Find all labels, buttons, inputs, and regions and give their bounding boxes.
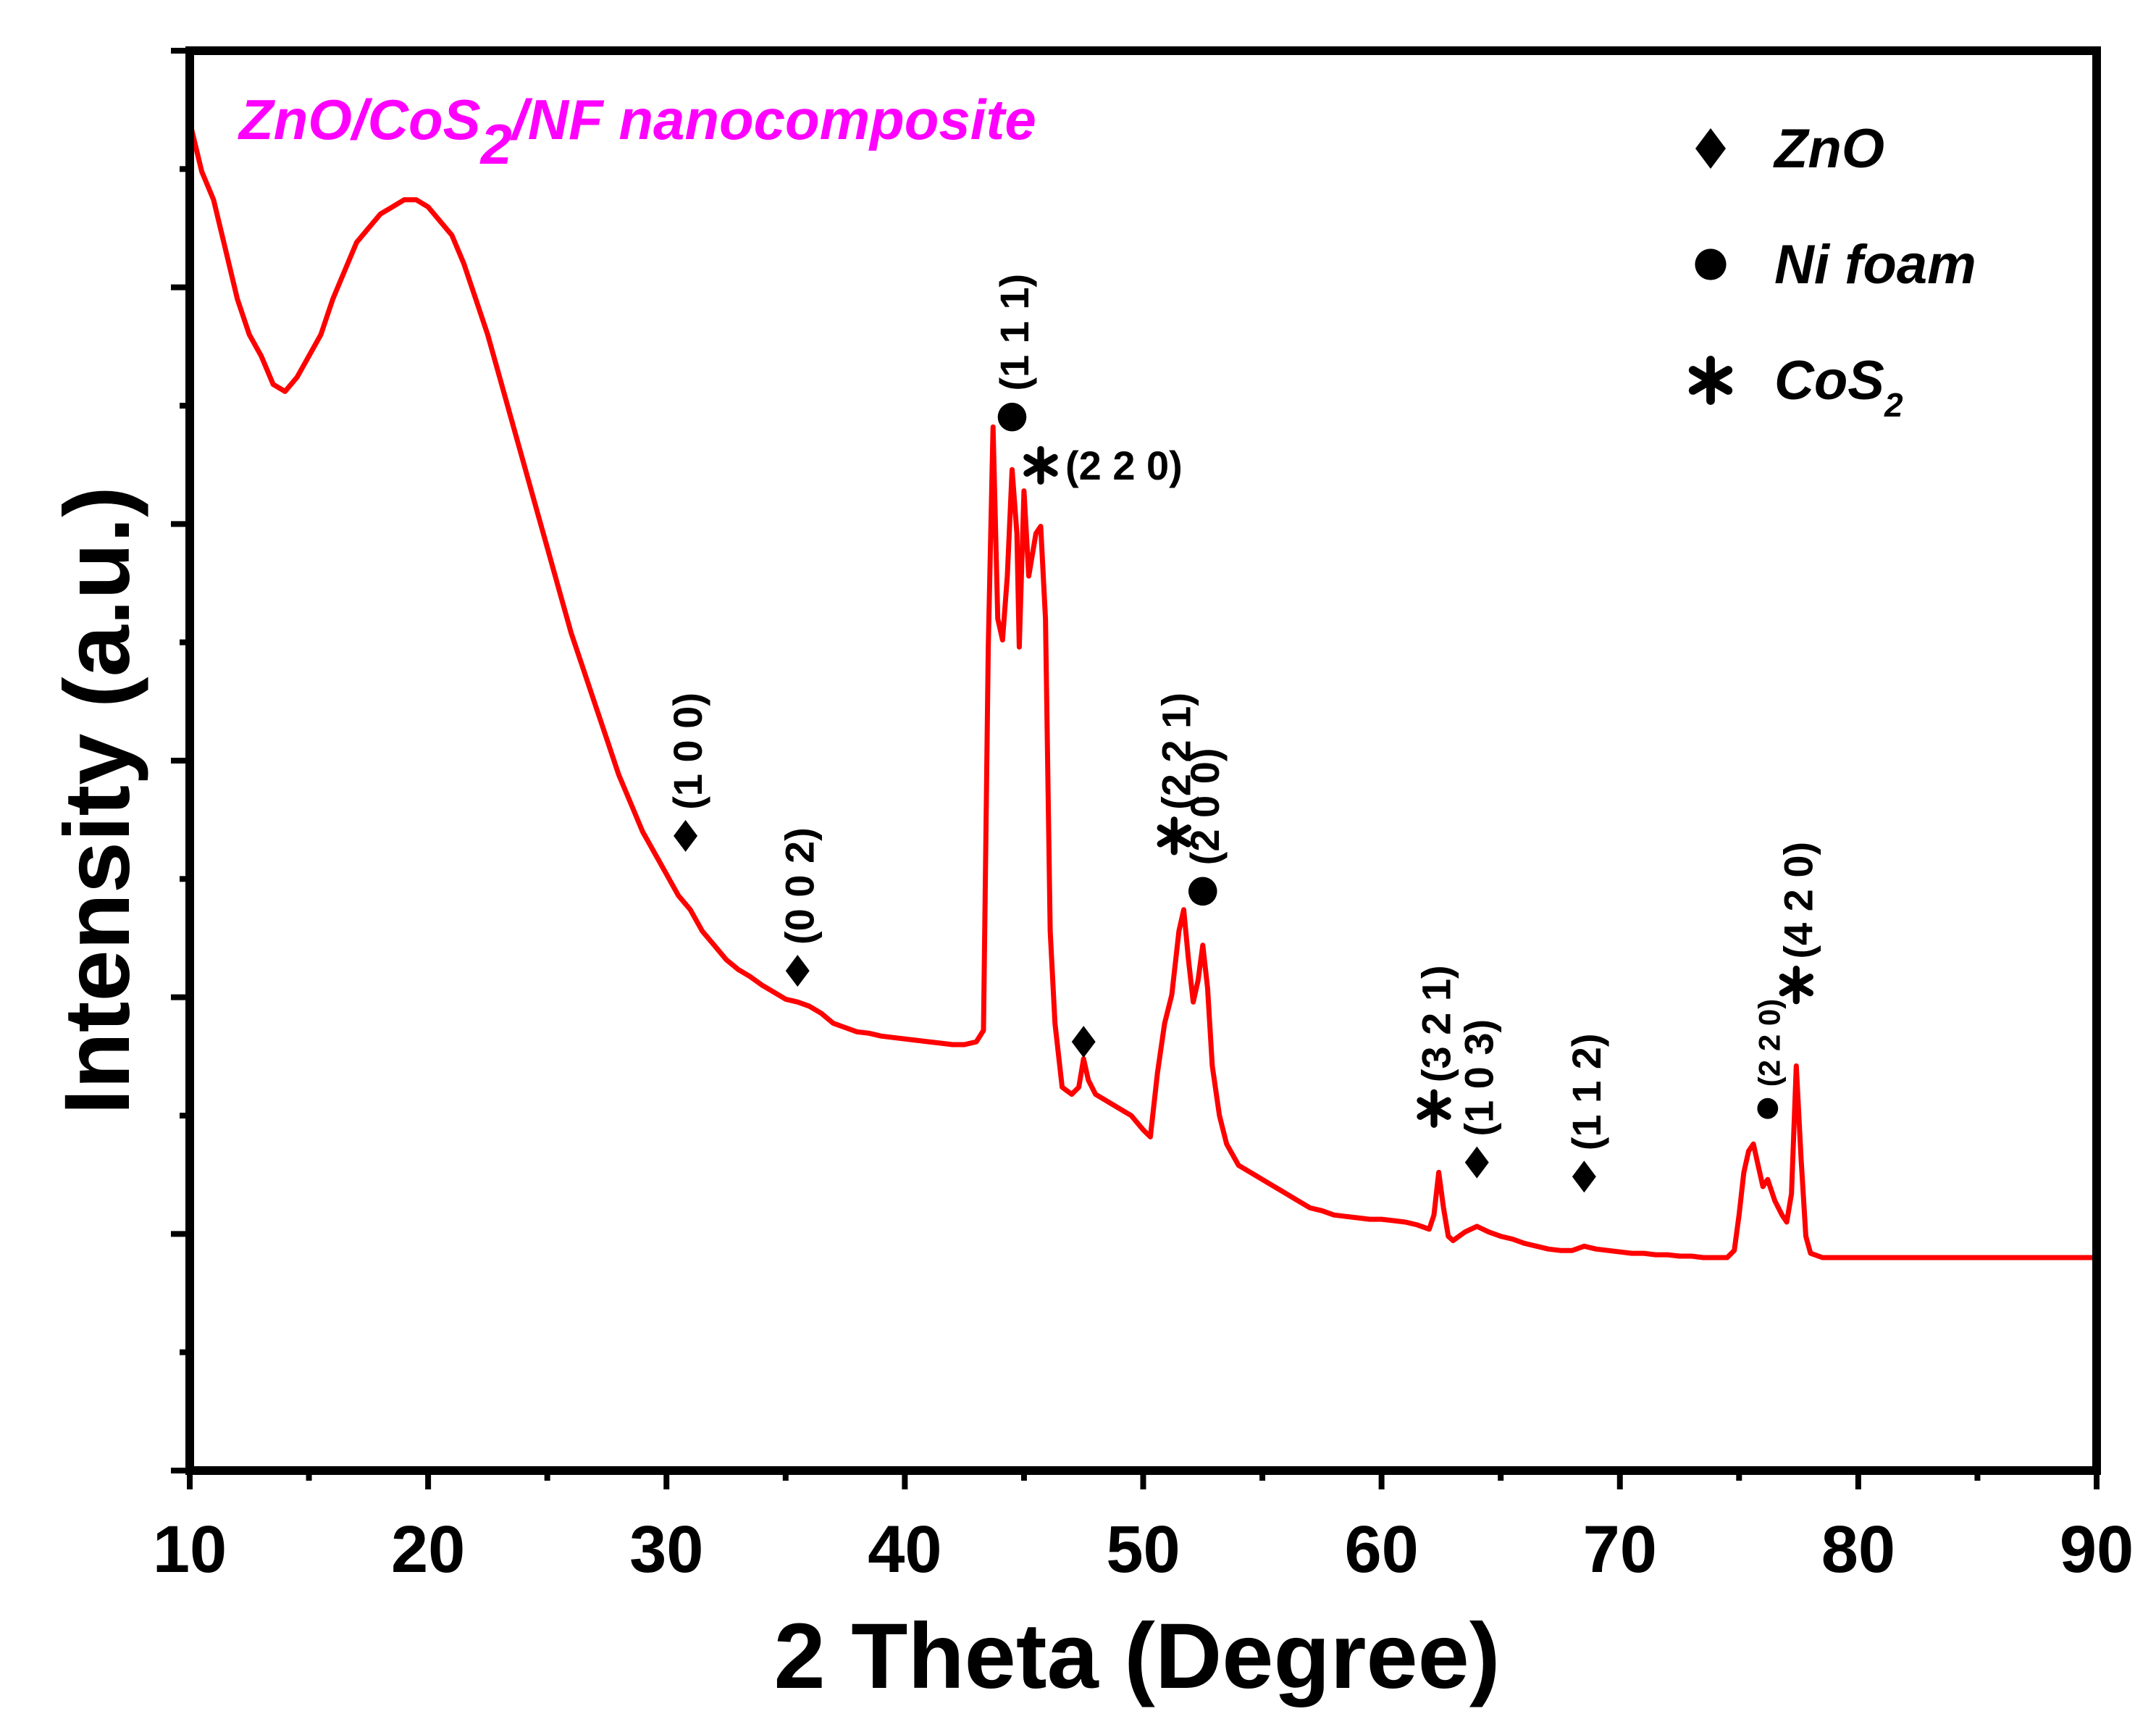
x-tick-label: 80 bbox=[1821, 1513, 1895, 1586]
chart-title-before: ZnO/CoS bbox=[238, 88, 481, 151]
plot-layer bbox=[187, 121, 2097, 1260]
peak-hkl-label: (2 0 0) bbox=[1182, 748, 1228, 865]
x-tick-label: 50 bbox=[1106, 1513, 1180, 1586]
x-tick-label: 60 bbox=[1344, 1513, 1418, 1586]
peak-circle-marker bbox=[1188, 877, 1217, 906]
legend-circle-icon bbox=[1695, 248, 1727, 280]
legend-label-sub: 2 bbox=[1884, 386, 1903, 424]
peak-diamond-marker bbox=[674, 819, 698, 852]
annotation-layer: (1 0 0) (0 0 2) (1 1 1) (2 2 0) (2 2 1)(2 0 … bbox=[665, 274, 1821, 1193]
peak-asterisk-marker bbox=[1779, 966, 1813, 1005]
peak-hkl-label: (1 0 0) bbox=[665, 693, 710, 810]
peak-hkl-label: (1 1 2) bbox=[1564, 1033, 1609, 1150]
legend-asterisk-icon bbox=[1688, 356, 1733, 405]
x-tick-label: 70 bbox=[1583, 1513, 1657, 1586]
x-tick-label: 40 bbox=[868, 1513, 941, 1586]
legend-diamond-icon bbox=[1695, 128, 1726, 169]
peak-hkl-label: (1 1 1) bbox=[991, 274, 1037, 391]
x-tick-label: 10 bbox=[153, 1513, 227, 1586]
peak-hkl-label: (2 2 1) bbox=[1154, 693, 1199, 810]
peak-diamond-marker bbox=[1071, 1026, 1096, 1058]
chart-title: ZnO/CoS2/NF nanocomposite bbox=[238, 88, 1036, 176]
peak-diamond-marker bbox=[1464, 1146, 1489, 1179]
y-axis-title: Intensity (a.u.) bbox=[46, 486, 149, 1115]
peak-diamond-marker bbox=[785, 955, 810, 987]
x-tick-label: 30 bbox=[629, 1513, 703, 1586]
chart-title-sub: 2 bbox=[479, 112, 512, 176]
peak-asterisk-marker bbox=[1023, 446, 1058, 485]
peak-hkl-label: (2 2 0) bbox=[1065, 443, 1183, 488]
x-tick-label: 90 bbox=[2060, 1513, 2134, 1586]
peak-circle-marker bbox=[997, 402, 1027, 432]
legend-label: Ni foam bbox=[1774, 234, 1976, 296]
x-tick-label: 20 bbox=[391, 1513, 465, 1586]
chart-title-after: /NF nanocomposite bbox=[510, 88, 1036, 151]
peak-diamond-marker bbox=[1572, 1161, 1596, 1193]
peak-hkl-label: (4 2 0) bbox=[1776, 842, 1821, 959]
peak-asterisk-marker bbox=[1417, 1089, 1451, 1128]
legend-label: ZnO bbox=[1773, 118, 1884, 180]
peak-asterisk-marker bbox=[1157, 816, 1191, 856]
peak-hkl-label: (2 2 0) bbox=[1753, 999, 1787, 1087]
peak-hkl-label: (0 0 2) bbox=[777, 827, 823, 945]
peak-hkl-label: (3 2 1) bbox=[1413, 965, 1459, 1082]
axis-layer: 10 20 30 40 50 60 70 80 90 bbox=[153, 46, 2134, 1586]
series-line-0 bbox=[187, 121, 2097, 1260]
x-axis-title: 2 Theta (Degree) bbox=[774, 1605, 1501, 1708]
peak-circle-marker bbox=[1757, 1097, 1779, 1119]
peak-hkl-label: (1 0 3) bbox=[1456, 1019, 1502, 1137]
